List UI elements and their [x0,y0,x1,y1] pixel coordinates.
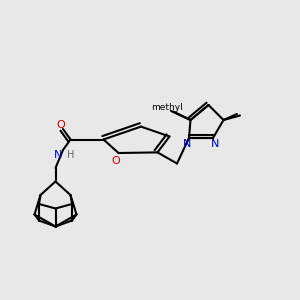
Text: N: N [182,139,191,149]
Text: methyl: methyl [151,103,183,112]
Text: N: N [211,139,220,149]
Text: N: N [54,150,63,161]
Text: O: O [56,120,65,130]
Text: O: O [112,155,121,166]
Text: H: H [67,150,74,161]
